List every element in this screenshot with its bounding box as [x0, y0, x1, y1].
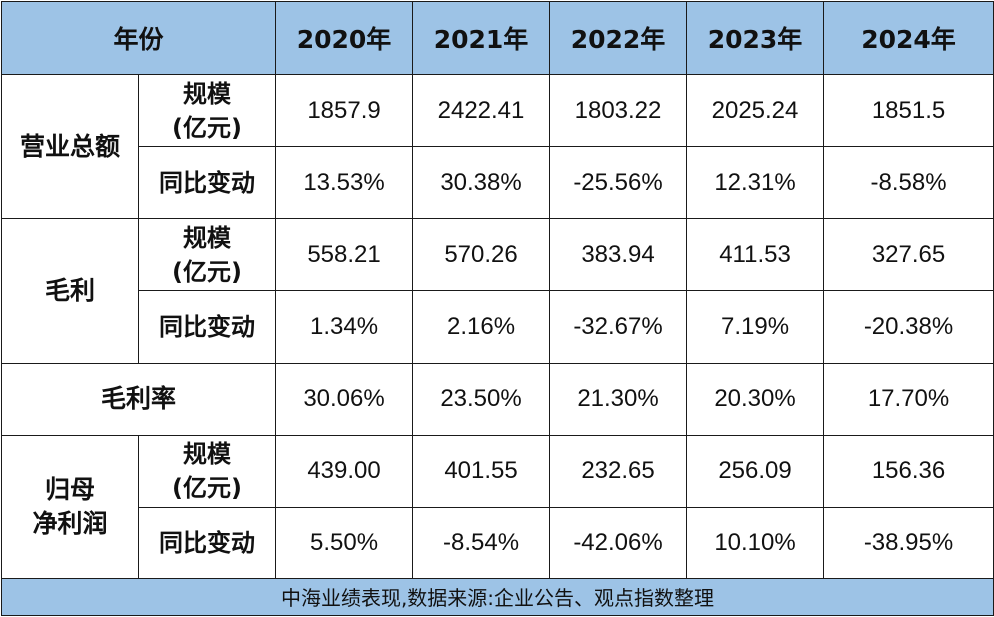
row-header-gross-margin: 毛利率: [0, 362, 277, 436]
scale-label-line1: 规模: [183, 440, 231, 469]
table-cell: 30.38%: [412, 146, 551, 220]
table-cell: -32.67%: [549, 290, 688, 364]
scale-label-line2: (亿元): [172, 257, 242, 286]
table-row: 同比变动 1.34% 2.16% -32.67% 7.19% -20.38%: [2, 290, 994, 364]
header-year: 2021年: [412, 0, 551, 76]
table-cell: 558.21: [275, 218, 414, 292]
table-cell: 383.94: [549, 218, 688, 292]
table-cell: 1851.5: [823, 74, 994, 148]
table-cell: 12.31%: [686, 146, 825, 220]
footer-row: 中海业绩表现,数据来源:企业公告、观点指数整理: [0, 577, 994, 617]
table-cell: -42.06%: [549, 506, 688, 579]
table-cell: 10.10%: [686, 506, 825, 579]
table-cell: 5.50%: [275, 506, 414, 579]
table-cell: 156.36: [823, 434, 994, 508]
table-cell: 1.34%: [275, 290, 414, 364]
header-year: 2020年: [275, 0, 414, 76]
table-cell: -38.95%: [823, 506, 994, 579]
table-cell: 401.55: [412, 434, 551, 508]
table-cell: 1857.9: [275, 74, 414, 148]
table-cell: -20.38%: [823, 290, 994, 364]
table-cell: 2.16%: [412, 290, 551, 364]
table-cell: 23.50%: [412, 362, 551, 436]
scale-label-line2: (亿元): [172, 113, 242, 142]
scale-label-line1: 规模: [183, 79, 231, 108]
table-row: 营业总额 规模 (亿元) 1857.9 2422.41 1803.22 2025…: [1, 74, 994, 220]
table-cell: 439.00: [275, 434, 414, 508]
table-cell: 1803.22: [549, 74, 688, 148]
table-cell: 2025.24: [686, 74, 825, 148]
table-cell: 570.26: [412, 218, 551, 292]
net-profit-label-line2: 净利润: [32, 508, 108, 538]
header-year: 2024年: [823, 0, 994, 76]
scale-label: 规模 (亿元): [137, 74, 277, 148]
table-cell: 20.30%: [686, 362, 825, 436]
scale-label: 规模 (亿元): [137, 434, 277, 508]
table-cell: 256.09: [686, 434, 825, 508]
scale-label: 规模 (亿元): [137, 218, 277, 292]
net-profit-label-line1: 归母: [44, 474, 95, 504]
table-cell: 327.65: [823, 218, 994, 292]
table-cell: 21.30%: [549, 362, 688, 436]
table-row: 毛利率 30.06% 23.50% 21.30% 20.30% 17.70%: [0, 362, 994, 436]
table-cell: 13.53%: [275, 146, 414, 220]
table-row: 归母 净利润 规模 (亿元) 439.00 401.55 232.65 256.…: [1, 434, 994, 579]
table-cell: 7.19%: [686, 290, 825, 364]
row-header-revenue: 营业总额: [1, 74, 139, 220]
yoy-label: 同比变动: [137, 506, 277, 579]
header-row: 年份 2020年 2021年 2022年 2023年 2024年: [0, 0, 994, 76]
row-header-net-profit: 归母 净利润: [1, 434, 139, 579]
yoy-label: 同比变动: [137, 146, 277, 220]
table-cell: -8.54%: [412, 506, 551, 579]
table-cell: 2422.41: [412, 74, 551, 148]
header-year-label: 年份: [0, 0, 277, 76]
table-row: 毛利 规模 (亿元) 558.21 570.26 383.94 411.53 3…: [1, 218, 994, 364]
header-year: 2022年: [549, 0, 688, 76]
scale-label-line1: 规模: [183, 223, 231, 252]
table-cell: -25.56%: [549, 146, 688, 220]
row-header-gross-profit: 毛利: [1, 218, 139, 364]
scale-label-line2: (亿元): [172, 474, 242, 503]
table-row: 同比变动 5.50% -8.54% -42.06% 10.10% -38.95%: [2, 506, 994, 579]
table-cell: 17.70%: [823, 362, 994, 436]
header-year: 2023年: [686, 0, 825, 76]
table-cell: 411.53: [686, 218, 825, 292]
source-note: 中海业绩表现,数据来源:企业公告、观点指数整理: [0, 577, 994, 617]
yoy-label: 同比变动: [137, 290, 277, 364]
table-row: 同比变动 13.53% 30.38% -25.56% 12.31% -8.58%: [2, 146, 994, 220]
table-cell: -8.58%: [823, 146, 994, 220]
table-cell: 232.65: [549, 434, 688, 508]
table-cell: 30.06%: [275, 362, 414, 436]
